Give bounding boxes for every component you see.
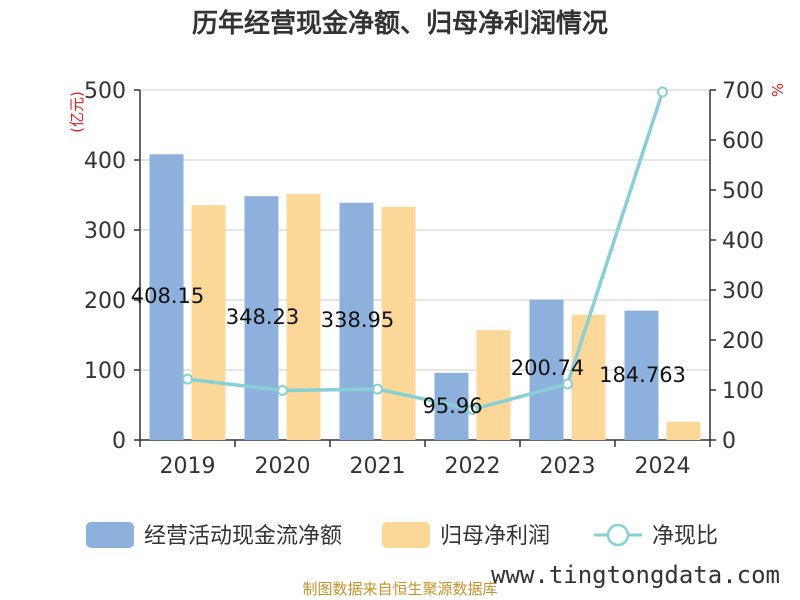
x-tick-label: 2022 <box>445 454 501 479</box>
bars <box>149 154 701 441</box>
data-label-2024: 184.763 <box>599 363 686 387</box>
bar-netprofit-2024 <box>666 421 701 440</box>
right-tick-label: 600 <box>722 129 764 154</box>
legend-swatch-netprofit <box>382 522 430 548</box>
legend: 经营活动现金流净额 归母净利润 净现比 <box>86 522 718 549</box>
right-axis-unit: % <box>769 83 787 97</box>
legend-label-netprofit: 归母净利润 <box>440 524 550 549</box>
data-label-2021: 338.95 <box>321 308 394 332</box>
data-label-2019: 408.15 <box>131 284 204 308</box>
right-tick-label: 100 <box>722 379 764 404</box>
bar-netprofit-2020 <box>286 193 321 440</box>
x-tick-label: 2023 <box>540 454 596 479</box>
ratio-point-2020 <box>277 384 288 396</box>
ratio-point-2022 <box>467 403 478 415</box>
left-tick-label: 300 <box>84 219 126 244</box>
right-axis: 0 100 200 300 400 500 600 700 <box>709 79 764 454</box>
left-tick-label: 500 <box>84 79 126 104</box>
data-label-2022: 95.96 <box>422 394 482 418</box>
x-tick-label: 2024 <box>635 454 691 479</box>
left-axis: 0 100 200 300 400 500 <box>84 79 141 454</box>
bar-cashflow-2021 <box>339 202 374 440</box>
right-tick-label: 500 <box>722 179 764 204</box>
bar-cashflow-2024 <box>624 310 659 440</box>
data-label-2023: 200.74 <box>511 356 584 380</box>
left-axis-unit: (亿元) <box>68 91 86 133</box>
ratio-line-path <box>187 91 665 412</box>
legend-label-ratio: 净现比 <box>652 524 718 549</box>
legend-swatch-cashflow <box>86 522 134 548</box>
legend-marker-ratio <box>606 523 630 547</box>
data-labels: 408.15 348.23 338.95 95.96 200.74 184.763 <box>131 284 686 418</box>
ratio-point-2024 <box>657 86 668 98</box>
right-tick-label: 200 <box>722 329 764 354</box>
ratio-point-2019 <box>182 373 193 385</box>
data-label-2020: 348.23 <box>226 305 299 329</box>
bar-netprofit-2021 <box>381 206 416 440</box>
left-tick-label: 200 <box>84 289 126 314</box>
bar-cashflow-2023 <box>529 299 564 440</box>
ratio-point-2023 <box>562 378 573 390</box>
right-tick-label: 400 <box>722 229 764 254</box>
bar-netprofit-2022 <box>476 330 511 440</box>
bar-netprofit-2023 <box>571 314 606 440</box>
bar-cashflow-2019 <box>149 154 184 441</box>
chart-title: 历年经营现金净额、归母净利润情况 <box>192 8 608 39</box>
watermark: www.tingtongdata.com <box>491 561 780 589</box>
x-axis: 2019 2020 2021 2022 2023 2024 <box>139 440 711 479</box>
right-tick-label: 700 <box>722 79 764 104</box>
x-tick-label: 2019 <box>160 454 216 479</box>
ratio-point-2021 <box>372 383 383 395</box>
left-tick-label: 100 <box>84 359 126 384</box>
ratio-line <box>182 86 668 415</box>
source-note: 制图数据来自恒生聚源数据库 <box>302 580 497 598</box>
left-tick-label: 400 <box>84 149 126 174</box>
bar-cashflow-2020 <box>244 196 279 440</box>
x-tick-label: 2020 <box>255 454 311 479</box>
right-tick-label: 0 <box>722 429 736 454</box>
bar-netprofit-2019 <box>191 205 226 440</box>
legend-label-cashflow: 经营活动现金流净额 <box>144 524 342 549</box>
left-tick-label: 0 <box>112 429 126 454</box>
x-tick-label: 2021 <box>350 454 406 479</box>
right-tick-label: 300 <box>722 279 764 304</box>
